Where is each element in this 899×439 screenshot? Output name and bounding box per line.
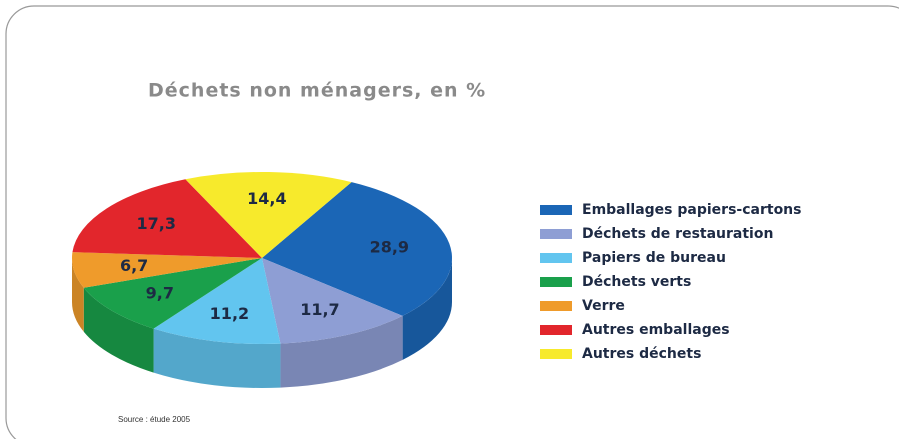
legend-label: Papiers de bureau bbox=[582, 250, 726, 266]
slice bbox=[262, 258, 403, 344]
data-label: 11,2 bbox=[210, 304, 249, 323]
slice-side bbox=[402, 258, 452, 360]
legend-label: Autres déchets bbox=[582, 346, 701, 362]
data-label: 17,3 bbox=[136, 214, 175, 233]
slice bbox=[83, 258, 262, 329]
slice bbox=[72, 252, 262, 288]
slice-side bbox=[83, 287, 154, 373]
slice-side bbox=[72, 258, 84, 332]
data-label: 11,7 bbox=[300, 300, 339, 319]
legend-label: Emballages papiers-cartons bbox=[582, 202, 801, 218]
legend-label: Verre bbox=[582, 298, 625, 314]
legend-swatch bbox=[540, 325, 572, 335]
slice-side bbox=[280, 315, 403, 388]
legend-label: Déchets verts bbox=[582, 274, 691, 290]
legend-swatch bbox=[540, 277, 572, 287]
slice-side bbox=[153, 328, 281, 388]
source: Source : étude 2005 bbox=[118, 415, 191, 424]
data-label: 9,7 bbox=[146, 283, 174, 302]
data-label: 6,7 bbox=[120, 256, 148, 275]
data-label: 28,9 bbox=[370, 238, 409, 257]
slice bbox=[153, 258, 281, 344]
legend-swatch bbox=[540, 229, 572, 239]
legend-swatch bbox=[540, 205, 572, 215]
legend-swatch bbox=[540, 349, 572, 359]
data-label: 14,4 bbox=[247, 189, 286, 208]
legend-label: Déchets de restauration bbox=[582, 226, 773, 242]
slice bbox=[72, 179, 262, 258]
chart-title: Déchets non ménagers, en % bbox=[148, 80, 486, 102]
legend-swatch bbox=[540, 253, 572, 263]
slice bbox=[262, 182, 452, 316]
slice bbox=[185, 172, 352, 258]
legend-swatch bbox=[540, 301, 572, 311]
legend-label: Autres emballages bbox=[582, 322, 730, 338]
